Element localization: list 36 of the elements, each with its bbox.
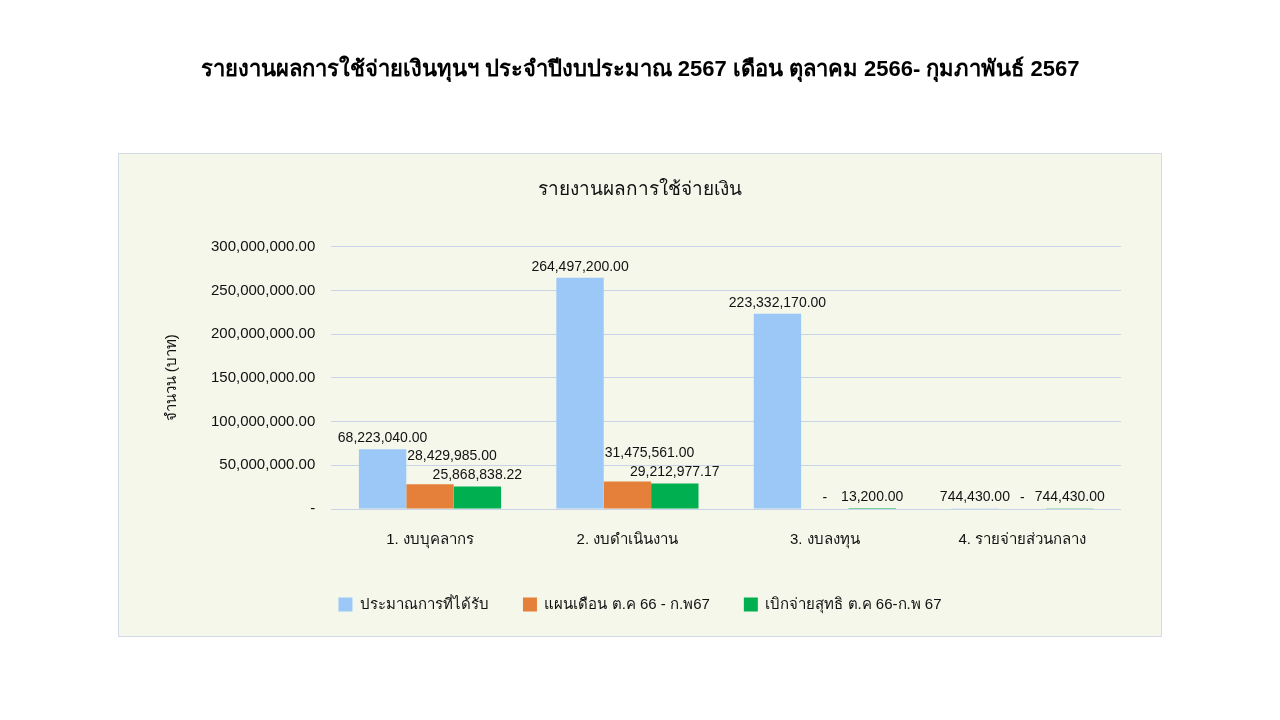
legend-label: เบิกจ่ายสุทธิ ต.ค 66-ก.พ 67 bbox=[765, 594, 942, 614]
bar bbox=[651, 483, 699, 509]
x-tick-label: 1. งบบุคลากร bbox=[386, 530, 474, 550]
y-tick-label: - bbox=[310, 499, 316, 517]
y-tick-label: 50,000,000.00 bbox=[219, 455, 316, 473]
data-label: - bbox=[822, 488, 828, 505]
data-label: 68,223,040.00 bbox=[337, 429, 428, 446]
y-tick-label: 200,000,000.00 bbox=[210, 324, 316, 342]
y-tick-label: 300,000,000.00 bbox=[210, 236, 316, 254]
bar bbox=[406, 484, 454, 509]
x-tick-label: 4. รายจ่ายส่วนกลาง bbox=[958, 530, 1087, 548]
data-label: 31,475,561.00 bbox=[604, 444, 695, 461]
chart-subtitle: รายงานผลการใช้จ่ายเงิน bbox=[538, 177, 742, 199]
y-tick-label: 250,000,000.00 bbox=[210, 280, 316, 298]
x-tick-label: 3. งบลงทุน bbox=[790, 530, 860, 550]
bar bbox=[753, 313, 802, 509]
data-label: 13,200.00 bbox=[841, 488, 904, 505]
chart-title: รายงานผลการใช้จ่ายเงินทุนฯ ประจำปีงบประมาณ 2567 เดือน ตุลาคม 2566- กุมภาพันธ์ 2567 bbox=[199, 54, 1081, 84]
x-tick-label: 2. งบดำเนินงาน bbox=[576, 530, 679, 548]
data-label: 223,332,170.00 bbox=[728, 293, 827, 310]
bar bbox=[556, 277, 604, 509]
data-label: 744,430.00 bbox=[939, 488, 1011, 505]
legend-label: แผนเดือน ต.ค 66 - ก.พ67 bbox=[544, 594, 710, 612]
bar bbox=[603, 481, 652, 509]
data-label: 29,212,977.17 bbox=[630, 463, 720, 480]
y-axis-title: จำนวน (บาท) bbox=[162, 334, 180, 422]
data-label: 25,868,838.22 bbox=[432, 466, 523, 483]
bar bbox=[453, 486, 502, 509]
y-tick-label: 100,000,000.00 bbox=[210, 411, 316, 429]
y-tick-label: 150,000,000.00 bbox=[210, 368, 316, 386]
data-label: 264,497,200.00 bbox=[531, 257, 629, 274]
data-label: 28,429,985.00 bbox=[407, 447, 498, 464]
bar bbox=[358, 449, 407, 509]
data-label: 744,430.00 bbox=[1034, 488, 1105, 505]
legend-label: ประมาณการที่ได้รับ bbox=[359, 592, 489, 612]
data-label: - bbox=[1019, 488, 1025, 505]
